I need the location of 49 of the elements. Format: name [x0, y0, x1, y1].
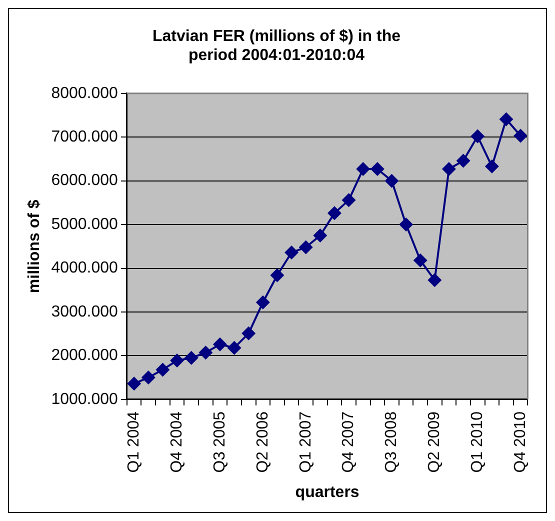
y-tick-label: 6000.000 [51, 172, 118, 190]
point [456, 154, 470, 168]
point [442, 162, 456, 176]
point [127, 376, 142, 391]
point [170, 354, 184, 368]
point [327, 206, 342, 220]
x-axis-title: quarters [295, 484, 360, 501]
y-axis-title: millions of $ [26, 200, 44, 294]
point [184, 350, 198, 365]
point [514, 128, 528, 143]
point [198, 346, 213, 360]
x-tick-label: Q4 2007 [340, 411, 358, 473]
x-tick-label: Q1 2007 [297, 411, 314, 473]
point [399, 218, 414, 232]
point [212, 337, 227, 352]
point [342, 193, 356, 208]
y-tick-label: 2000.000 [51, 347, 118, 364]
x-tick-label: Q3 2008 [383, 411, 400, 473]
point [284, 246, 299, 260]
point [313, 228, 328, 242]
y-tick-label: 5000.000 [51, 216, 118, 233]
x-tick-label: Q4 2004 [168, 411, 186, 473]
point [298, 240, 313, 254]
point [384, 174, 399, 188]
point [470, 129, 485, 144]
y-tick-label: 7000.000 [51, 128, 118, 146]
x-tick-label: Q2 2009 [426, 411, 444, 473]
point [227, 340, 242, 355]
x-tick-label: Q1 2004 [125, 411, 142, 473]
point [499, 112, 514, 126]
point [484, 159, 499, 174]
point [370, 162, 384, 176]
point [270, 268, 284, 282]
point [141, 370, 156, 385]
x-tick-label: Q3 2005 [211, 411, 228, 473]
y-tick-label: 8000.000 [51, 84, 118, 102]
point [356, 162, 370, 176]
y-tick-label: 4000.000 [51, 260, 118, 277]
x-tick-label: Q4 2010 [512, 411, 529, 473]
chart-title: Latvian FER (millions of $) in the period 2004:01-2010:04 [152, 28, 401, 64]
x-tick-label: Q1 2010 [469, 411, 486, 473]
point [156, 362, 170, 377]
point [413, 253, 428, 268]
point [256, 295, 270, 310]
y-tick-label: 3000.000 [51, 303, 118, 320]
point [242, 326, 256, 340]
y-tick-label: 1000.000 [51, 390, 118, 408]
x-tick-label: Q2 2006 [254, 411, 272, 473]
point [428, 273, 442, 288]
